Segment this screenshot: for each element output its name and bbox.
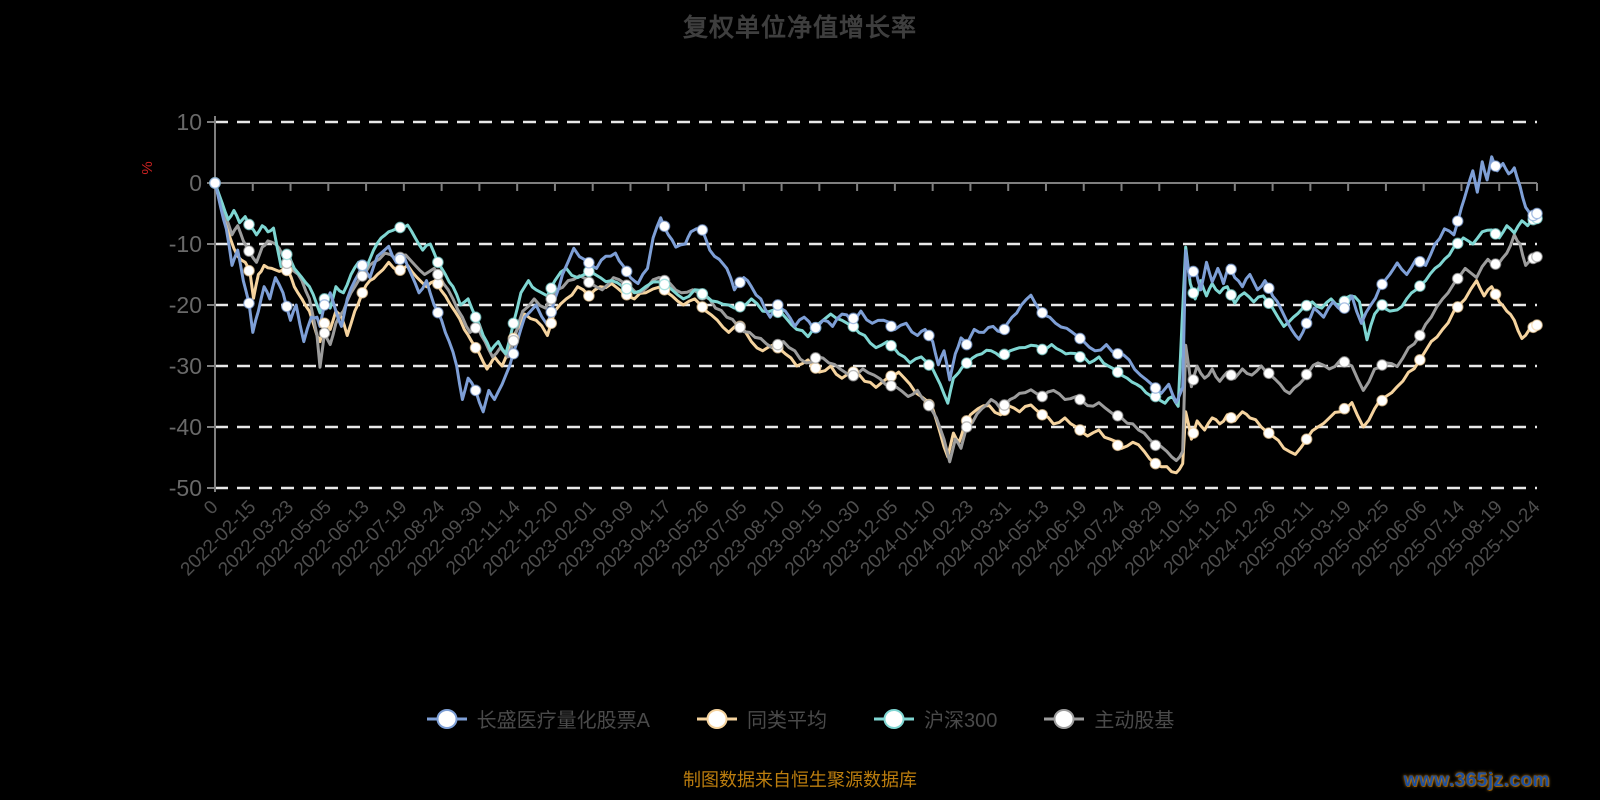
legend-label: 沪深300 bbox=[923, 710, 998, 732]
svg-text:-20: -20 bbox=[169, 292, 202, 318]
svg-text:-40: -40 bbox=[169, 414, 202, 440]
legend-item-1[interactable]: 同类平均 bbox=[696, 704, 827, 733]
svg-text:0: 0 bbox=[189, 170, 202, 196]
svg-text:-10: -10 bbox=[169, 231, 202, 257]
series-markers-2 bbox=[209, 177, 1543, 403]
series-markers-1 bbox=[209, 177, 1543, 470]
svg-text:-30: -30 bbox=[169, 353, 202, 379]
svg-text:10: 10 bbox=[176, 109, 202, 135]
legend-label: 主动股基 bbox=[1094, 710, 1175, 732]
legend-item-2[interactable]: 沪深300 bbox=[873, 704, 997, 733]
legend-marker-icon bbox=[426, 708, 467, 729]
svg-text:-50: -50 bbox=[169, 475, 202, 501]
y-axis-labels: 10 0 -10 -20 -30 -40 -50 bbox=[169, 109, 202, 501]
legend-marker-icon bbox=[1044, 708, 1085, 729]
legend-item-3[interactable]: 主动股基 bbox=[1043, 704, 1174, 733]
series-line-1[interactable] bbox=[213, 181, 1539, 475]
series-line-2[interactable] bbox=[213, 181, 1539, 408]
data-source-note: 制图数据来自恒生聚源数据库 bbox=[683, 770, 917, 790]
series-markers-0 bbox=[209, 160, 1543, 397]
legend-marker-icon bbox=[696, 708, 737, 729]
legend-label: 同类平均 bbox=[746, 710, 827, 732]
legend-item-0[interactable]: 长盛医疗量化股票A bbox=[426, 704, 650, 733]
legend: 长盛医疗量化股票A 同类平均 沪深300 主动股基 bbox=[0, 704, 1600, 733]
x-axis-labels: 02022-02-152022-03-232022-05-052022-06-1… bbox=[177, 496, 1545, 580]
series-line-0[interactable] bbox=[213, 155, 1539, 414]
y-axis-unit: % bbox=[139, 161, 156, 174]
legend-marker-icon bbox=[873, 708, 914, 729]
svg-text:0: 0 bbox=[200, 497, 222, 519]
legend-label: 长盛医疗量化股票A bbox=[476, 710, 650, 732]
watermark: www.365jz.com bbox=[1403, 770, 1550, 791]
chart-title: 复权单位净值增长率 bbox=[682, 14, 917, 42]
